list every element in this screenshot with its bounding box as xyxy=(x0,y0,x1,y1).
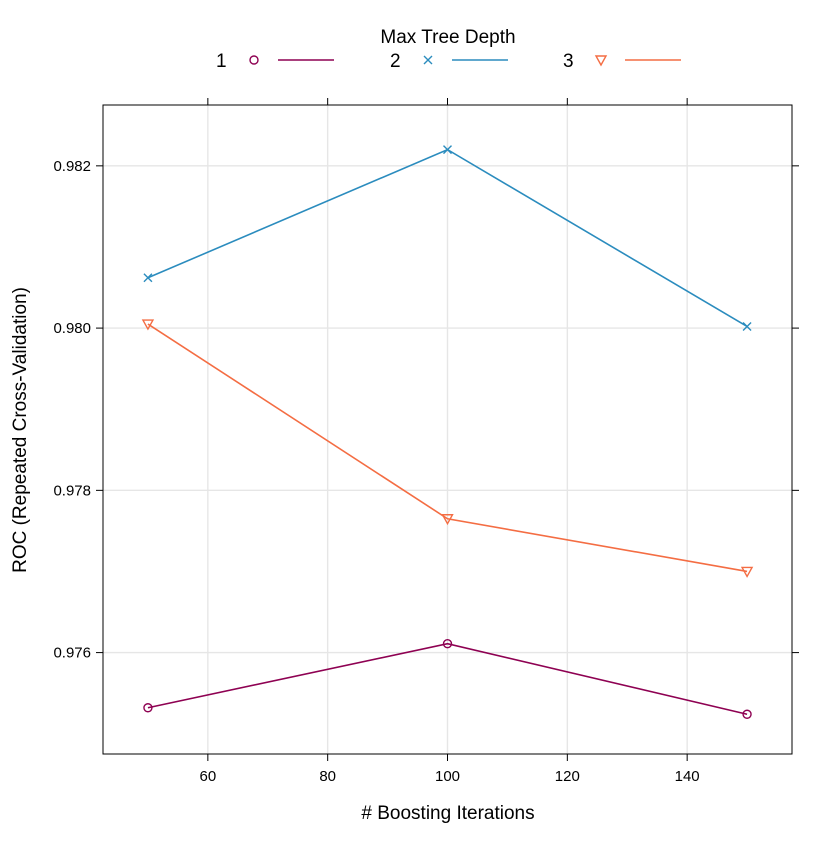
y-tick-label: 0.982 xyxy=(53,158,91,175)
x-tick-label: 60 xyxy=(200,768,217,785)
legend: Max Tree Depth 1 2 3 xyxy=(216,27,681,72)
legend-title: Max Tree Depth xyxy=(380,27,515,48)
series-layer xyxy=(141,145,754,719)
legend-marker xyxy=(249,55,259,65)
data-point xyxy=(740,566,754,578)
x-axis-label: # Boosting Iterations xyxy=(361,803,534,824)
data-point xyxy=(143,273,153,283)
axes-layer: 60 80 100 120 140 0.976 0.978 0.980 0.982 xyxy=(53,98,799,785)
legend-item-2: 2 xyxy=(390,51,508,72)
x-tick-label: 140 xyxy=(675,768,700,785)
data-point xyxy=(141,319,155,331)
x-tick-label: 80 xyxy=(319,768,336,785)
series-2 xyxy=(143,145,752,331)
legend-marker xyxy=(423,55,433,65)
y-tick-label: 0.980 xyxy=(53,320,91,337)
legend-item-3: 3 xyxy=(563,51,681,72)
data-point xyxy=(441,514,454,526)
legend-item-label: 2 xyxy=(390,51,401,72)
series-line xyxy=(147,642,748,716)
series-line xyxy=(147,323,748,573)
y-tick-label: 0.978 xyxy=(53,482,91,499)
data-point xyxy=(742,709,752,719)
data-point xyxy=(442,638,453,649)
legend-item-label: 1 xyxy=(216,51,227,72)
data-point xyxy=(143,703,153,713)
x-tick-label: 120 xyxy=(555,768,580,785)
legend-marker xyxy=(594,55,608,67)
data-point xyxy=(443,145,452,155)
series-3 xyxy=(141,319,754,578)
legend-item-1: 1 xyxy=(216,51,334,72)
data-point xyxy=(742,321,752,331)
y-tick-label: 0.976 xyxy=(53,645,91,662)
series-1 xyxy=(143,638,752,719)
grid-layer xyxy=(103,105,792,754)
x-tick-label: 100 xyxy=(435,768,460,785)
legend-item-label: 3 xyxy=(563,51,574,72)
y-axis-label: ROC (Repeated Cross-Validation) xyxy=(10,287,31,573)
